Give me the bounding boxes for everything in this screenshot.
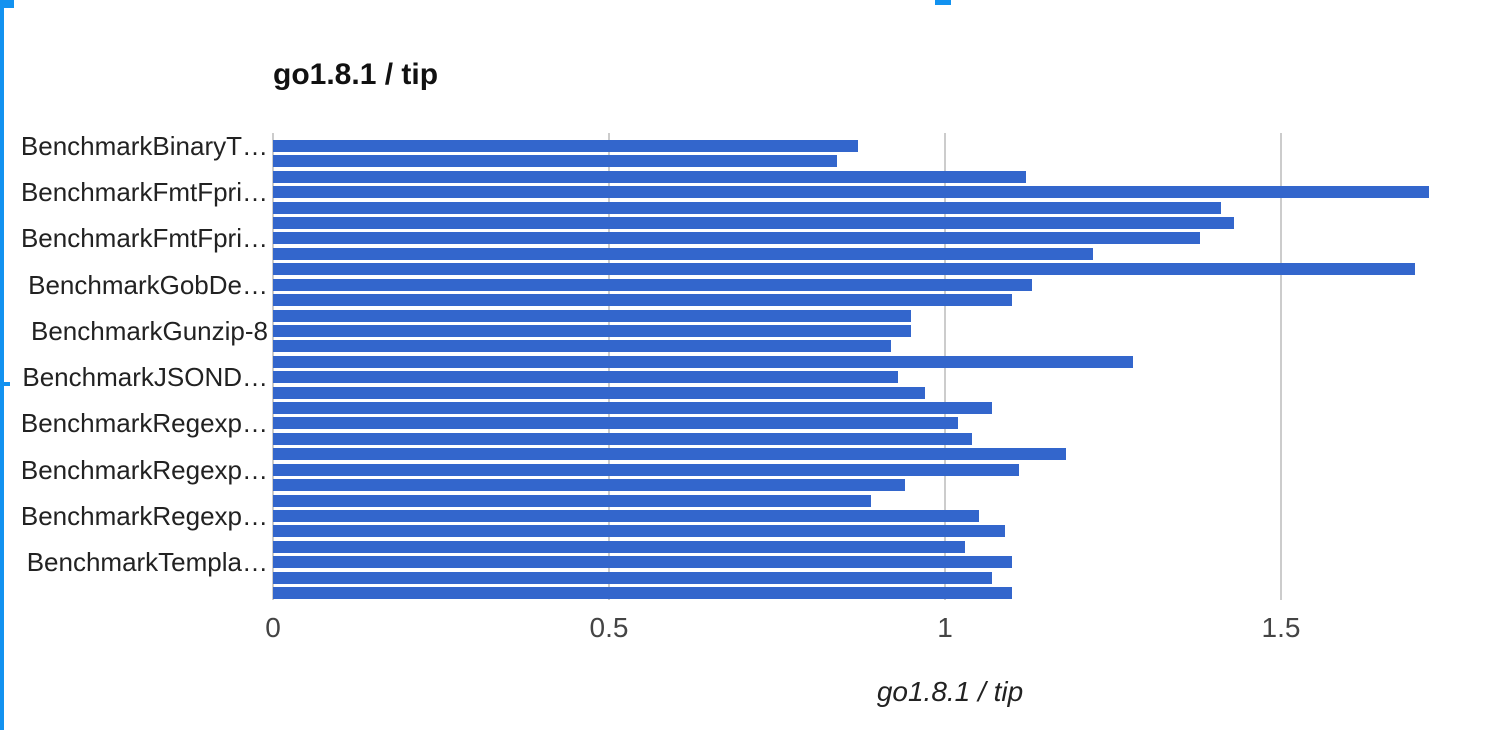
x-axis-title: go1.8.1 / tip — [876, 676, 1024, 707]
gridline-1.5 — [1280, 133, 1282, 600]
bar[interactable] — [273, 509, 979, 522]
bar[interactable] — [273, 140, 858, 152]
bar[interactable] — [273, 294, 1012, 307]
category-label: BenchmarkTempla… — [26, 547, 268, 578]
bar[interactable] — [273, 340, 891, 353]
bar[interactable] — [273, 232, 1200, 245]
x-tick-label: 1 — [937, 612, 953, 643]
bar[interactable] — [273, 448, 1066, 461]
x-tick-label: 0.5 — [589, 612, 629, 643]
bar[interactable] — [273, 371, 898, 384]
category-label: BenchmarkBinaryT… — [20, 131, 268, 161]
bar[interactable] — [273, 556, 1012, 569]
category-label: BenchmarkRegexp… — [20, 500, 268, 531]
category-label: BenchmarkFmtFpri… — [20, 177, 268, 208]
bar[interactable] — [273, 479, 905, 492]
category-label: BenchmarkRegexp… — [20, 454, 268, 485]
bar[interactable] — [273, 386, 925, 399]
category-label: BenchmarkFmtFpri… — [20, 223, 268, 254]
category-label: BenchmarkGobDe… — [28, 269, 268, 300]
bar[interactable] — [273, 278, 1032, 291]
category-label: BenchmarkGunzip-8 — [31, 315, 268, 346]
bar[interactable] — [273, 417, 958, 430]
selection-corner-artifact — [0, 0, 14, 8]
category-label: BenchmarkJSOND… — [22, 362, 268, 393]
bar[interactable] — [273, 463, 1019, 476]
selection-edge-line — [0, 0, 4, 730]
bar[interactable] — [273, 324, 911, 337]
bar[interactable] — [273, 155, 837, 168]
category-label: BenchmarkRegexp… — [20, 408, 268, 439]
bar[interactable] — [273, 309, 911, 322]
bar[interactable] — [273, 494, 871, 507]
bar[interactable] — [273, 201, 1221, 214]
bar[interactable] — [273, 587, 1012, 599]
bar[interactable] — [273, 540, 965, 553]
selection-edge-tick — [0, 382, 10, 386]
bar[interactable] — [273, 402, 992, 415]
x-tick-label: 1.5 — [1261, 612, 1301, 643]
bar[interactable] — [273, 247, 1093, 260]
chart-title: go1.8.1 / tip — [273, 58, 439, 91]
bar[interactable] — [273, 571, 992, 584]
bar[interactable] — [273, 432, 972, 445]
bar[interactable] — [273, 170, 1026, 183]
bar[interactable] — [273, 525, 1005, 538]
x-tick-label: 0 — [265, 612, 281, 643]
bar[interactable] — [273, 263, 1415, 276]
bar[interactable] — [273, 217, 1234, 230]
bar[interactable] — [273, 355, 1133, 368]
top-edge-artifact — [935, 0, 951, 5]
bar[interactable] — [273, 186, 1429, 199]
